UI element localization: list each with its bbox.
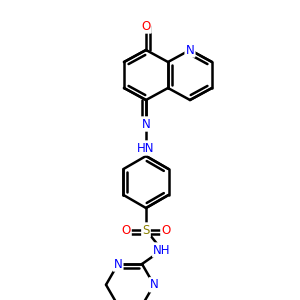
Text: S: S — [142, 224, 150, 236]
Text: O: O — [161, 224, 171, 236]
Text: N: N — [186, 44, 194, 56]
Text: N: N — [150, 278, 158, 291]
Text: NH: NH — [153, 244, 171, 256]
Text: N: N — [142, 118, 150, 130]
Text: N: N — [114, 257, 122, 271]
Text: O: O — [122, 224, 130, 236]
Text: O: O — [141, 20, 151, 32]
Text: HN: HN — [137, 142, 155, 154]
